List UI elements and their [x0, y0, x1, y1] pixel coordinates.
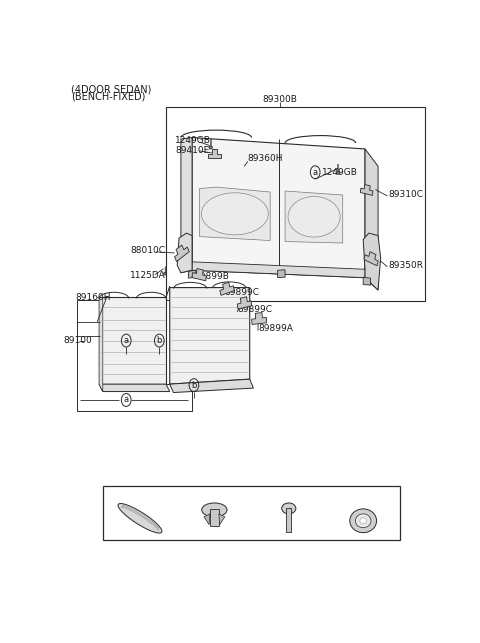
Polygon shape — [204, 514, 210, 525]
Text: (4DOOR SEDAN): (4DOOR SEDAN) — [71, 84, 152, 95]
Polygon shape — [360, 185, 373, 195]
Ellipse shape — [202, 503, 227, 517]
Text: b: b — [156, 336, 162, 345]
Polygon shape — [363, 233, 381, 290]
Text: 88010C: 88010C — [131, 246, 166, 255]
Text: 89410E: 89410E — [175, 146, 210, 155]
Ellipse shape — [288, 197, 340, 237]
Ellipse shape — [202, 193, 268, 235]
Text: 89160B: 89160B — [203, 489, 237, 498]
Text: 89899A: 89899A — [258, 324, 293, 333]
Text: 85746: 85746 — [275, 489, 303, 498]
Polygon shape — [188, 270, 196, 278]
Polygon shape — [200, 187, 270, 240]
Polygon shape — [170, 379, 253, 392]
Text: 89899C: 89899C — [225, 287, 260, 296]
Ellipse shape — [209, 146, 212, 149]
FancyBboxPatch shape — [286, 508, 291, 532]
Text: 89360H: 89360H — [248, 154, 283, 163]
Text: 89899B: 89899B — [195, 272, 229, 281]
Text: 89160H: 89160H — [75, 293, 110, 302]
Polygon shape — [365, 149, 378, 290]
Text: a: a — [118, 489, 123, 498]
Polygon shape — [175, 245, 189, 262]
Polygon shape — [277, 270, 285, 278]
Bar — [166, 107, 424, 301]
Text: a: a — [312, 168, 318, 177]
Text: 89310C: 89310C — [388, 190, 423, 199]
Polygon shape — [192, 138, 365, 278]
Ellipse shape — [282, 503, 296, 514]
Text: 89350R: 89350R — [388, 261, 423, 270]
Polygon shape — [364, 251, 378, 266]
Polygon shape — [192, 262, 365, 278]
Polygon shape — [192, 269, 206, 281]
Text: a: a — [124, 336, 129, 345]
Text: (BENCH-FIXED): (BENCH-FIXED) — [71, 92, 145, 102]
Text: b: b — [192, 489, 198, 498]
Polygon shape — [363, 277, 371, 285]
Ellipse shape — [164, 273, 166, 275]
Polygon shape — [285, 191, 343, 243]
Polygon shape — [118, 503, 162, 533]
Polygon shape — [177, 233, 192, 273]
Polygon shape — [181, 138, 192, 273]
Text: b: b — [191, 381, 197, 390]
Polygon shape — [219, 514, 225, 525]
Text: 89100: 89100 — [63, 336, 92, 345]
Text: 00824: 00824 — [128, 489, 156, 498]
Polygon shape — [99, 298, 103, 392]
Polygon shape — [99, 384, 170, 392]
Text: 1249GB: 1249GB — [175, 136, 211, 145]
Polygon shape — [220, 282, 234, 295]
Polygon shape — [99, 298, 166, 384]
Polygon shape — [170, 287, 250, 384]
Text: 1125DA: 1125DA — [130, 271, 166, 280]
Text: 89300B: 89300B — [263, 95, 298, 104]
Ellipse shape — [336, 171, 340, 174]
Ellipse shape — [360, 518, 367, 524]
Text: a: a — [124, 395, 129, 404]
Polygon shape — [237, 296, 252, 309]
Ellipse shape — [355, 514, 371, 528]
Polygon shape — [208, 149, 220, 158]
Ellipse shape — [350, 509, 377, 532]
Polygon shape — [252, 312, 267, 325]
Text: 1249GB: 1249GB — [322, 168, 358, 177]
Bar — [77, 300, 192, 412]
Bar — [103, 485, 400, 540]
FancyBboxPatch shape — [210, 509, 219, 526]
Text: 1735AB: 1735AB — [346, 489, 381, 498]
Text: 89899C: 89899C — [237, 305, 272, 314]
